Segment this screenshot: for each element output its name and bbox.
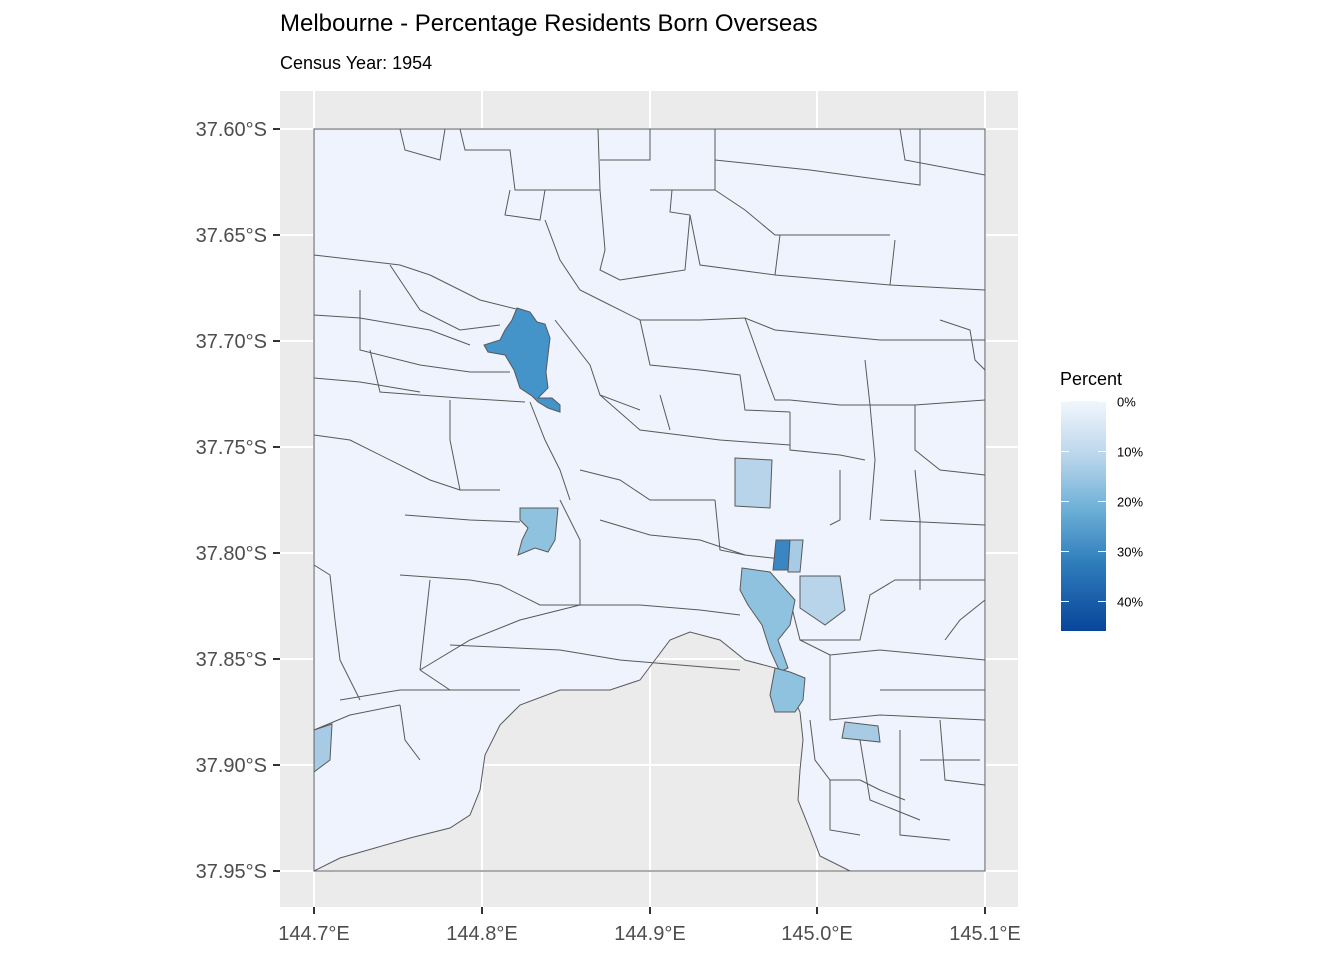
y-tick-label: 37.60°S [196, 119, 267, 141]
map-extent-border [313, 128, 986, 872]
legend-label: 10% [1117, 444, 1144, 460]
map-subtitle: Census Year: 1954 [280, 53, 433, 73]
suburb-low-mid-pct [734, 457, 773, 509]
axis-ticks [273, 128, 986, 914]
suburb-boundaries [313, 128, 986, 841]
legend-title: Percent [1060, 369, 1123, 389]
legend-tick [1098, 501, 1106, 502]
legend-tick [1061, 501, 1069, 502]
suburb-low-mid-pct [841, 721, 881, 743]
legend-label: 0% [1117, 394, 1136, 410]
y-tick-label: 37.85°S [196, 649, 267, 671]
legend-tick [1061, 401, 1069, 402]
suburb-mid-pct [517, 507, 559, 556]
legend-tick [1098, 451, 1106, 452]
legend-tick [1061, 551, 1069, 552]
y-tick-label: 37.80°S [196, 543, 267, 565]
legend-label: 20% [1117, 494, 1144, 510]
legend-label: 40% [1117, 594, 1144, 610]
y-tick-label: 37.95°S [196, 861, 267, 883]
map-title: Melbourne - Percentage Residents Born Ov… [280, 10, 818, 37]
legend-tick [1061, 601, 1069, 602]
suburb-high-pct [483, 307, 561, 413]
legend-tick [1098, 401, 1106, 402]
legend-tick [1098, 601, 1106, 602]
suburb-high-pct [772, 539, 791, 571]
y-tick-label: 37.90°S [196, 755, 267, 777]
legend-tick [1061, 451, 1069, 452]
x-tick-label: 144.8°E [446, 923, 517, 945]
x-tick-label: 144.9°E [614, 923, 685, 945]
legend-colorbar [1061, 401, 1106, 631]
suburb-mid-pct [769, 667, 806, 713]
legend-tick [1098, 551, 1106, 552]
y-tick-label: 37.70°S [196, 331, 267, 353]
legend-label: 30% [1117, 544, 1144, 560]
x-tick-label: 145.1°E [949, 923, 1020, 945]
suburb-mid-pct [787, 539, 804, 573]
x-tick-label: 144.7°E [278, 923, 349, 945]
y-tick-label: 37.75°S [196, 437, 267, 459]
y-tick-label: 37.65°S [196, 225, 267, 247]
suburb-low-mid-pct [799, 575, 846, 626]
x-tick-label: 145.0°E [781, 923, 852, 945]
